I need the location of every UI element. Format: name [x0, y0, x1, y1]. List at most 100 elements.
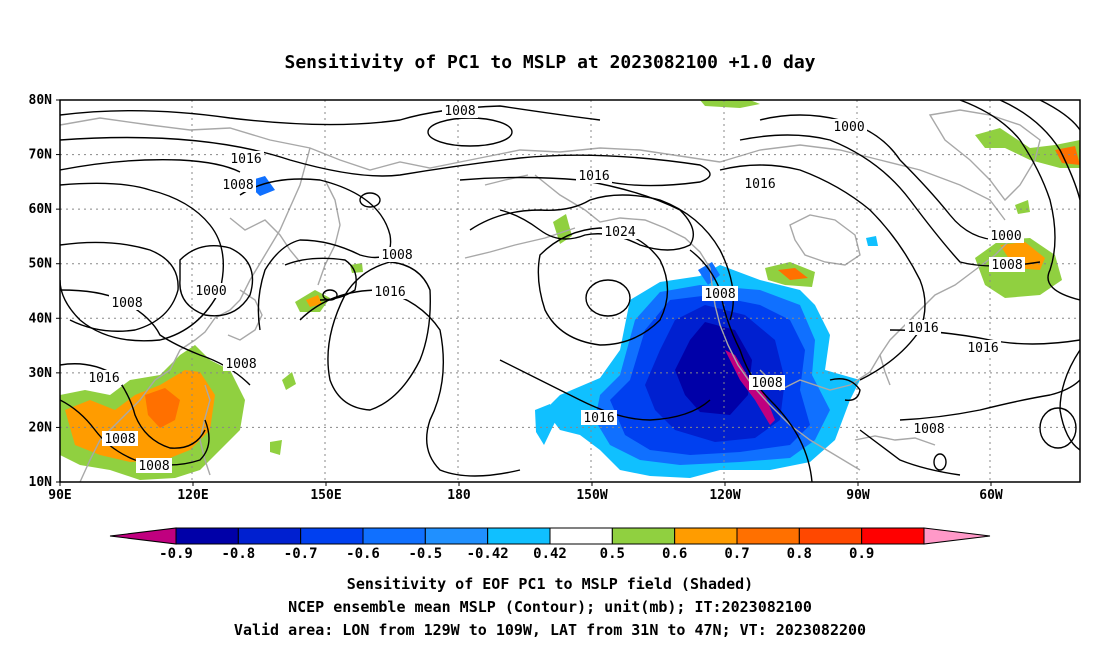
colorbar-label: 0.42 — [533, 546, 567, 562]
isobar-1000-canada — [759, 114, 1001, 241]
isobar-1024-inner — [585, 279, 631, 317]
caption-block: Sensitivity of EOF PC1 to MSLP field (Sh… — [234, 575, 866, 639]
isobar-1008-okhotsk — [239, 178, 392, 331]
positive-blob-1 — [350, 263, 363, 273]
colorbar-label: -0.9 — [159, 546, 193, 562]
contour-label: 1000 — [990, 229, 1021, 244]
contour-label: 1016 — [583, 411, 614, 426]
contour-label-bg — [223, 356, 259, 371]
contour-label: 1008 — [991, 258, 1022, 273]
caption-line-1: Sensitivity of EOF PC1 to MSLP field (Sh… — [347, 575, 753, 593]
isobar-arctic-upper — [60, 105, 601, 126]
colorbar: -0.9 -0.8 -0.7 -0.6 -0.5 -0.42 0.42 0.5 0.6 0.7 0.… — [109, 527, 991, 562]
coastline-taiwan-philippines — [199, 384, 211, 476]
map-panel: 1008 1000 1016 1008 1016 1016 1024 1008 1000 1008… — [59, 99, 1081, 483]
lon-tick-label: 90W — [846, 488, 870, 503]
lon-tick-label: 120W — [709, 488, 740, 503]
contour-label-bg — [109, 295, 145, 310]
contour-label-bg — [136, 458, 172, 473]
contour-label: 1008 — [913, 422, 944, 437]
coastline-hudson-bay — [789, 214, 861, 266]
lat-tick-label: 50N — [29, 257, 53, 272]
coastline-aleutians — [464, 227, 576, 259]
colorbar-swatch — [237, 527, 302, 545]
contour-label: 1016 — [967, 341, 998, 356]
contour-label: 1024 — [604, 225, 635, 240]
longitude-axis: 90E 120E 150E 180 150W 120W 90W 60W — [48, 482, 1003, 503]
coastline-florida — [879, 354, 891, 386]
positive-blob-3 — [1015, 200, 1030, 214]
colorbar-swatch — [362, 527, 426, 545]
contour-label-bg — [86, 370, 122, 385]
contour-label: 1008 — [751, 376, 782, 391]
coastline-okhotsk — [229, 217, 301, 263]
contour-label-bg — [742, 176, 778, 191]
contour-label: 1016 — [578, 169, 609, 184]
positive-blob-arctic — [700, 100, 760, 108]
colorbar-swatch — [798, 527, 863, 545]
contour-label-bg — [602, 224, 638, 239]
contour-label-bg — [988, 228, 1024, 243]
isobar-1000-siberia — [179, 245, 254, 317]
coastline-siberia — [60, 117, 721, 171]
contour-labels: 1008 1000 1016 1008 1016 1016 1024 1008 1000 1008… — [86, 103, 1025, 474]
isobar-greenland-3 — [1039, 100, 1080, 131]
contour-label: 1016 — [907, 321, 938, 336]
colorbar-swatch — [736, 527, 800, 545]
lat-tick-label: 40N — [29, 311, 53, 326]
contour-label-bg — [372, 284, 408, 299]
contour-label: 1008 — [138, 459, 169, 474]
lat-tick-label: 70N — [29, 148, 53, 163]
coastline-east-asia — [79, 147, 311, 482]
negative-blob-gulf — [826, 376, 848, 398]
lat-tick-label: 60N — [29, 202, 53, 217]
lat-tick-label: 80N — [29, 93, 53, 108]
lat-tick-label: 20N — [29, 420, 53, 435]
negative-blob-west — [535, 404, 556, 445]
isobar-1024 — [537, 227, 669, 346]
contour-label: 1016 — [230, 152, 261, 167]
lon-tick-label: 150W — [576, 488, 607, 503]
lon-tick-label: 180 — [447, 488, 471, 503]
colorbar-swatch — [300, 527, 364, 545]
contour-label: 1008 — [444, 104, 475, 119]
contour-label: 1016 — [744, 177, 775, 192]
coastline-alaska — [534, 174, 711, 269]
contour-label-bg — [905, 320, 941, 335]
colorbar-label: -0.7 — [284, 546, 318, 562]
negative-region-max — [675, 322, 752, 415]
contour-label: 1016 — [88, 371, 119, 386]
colorbar-label: -0.8 — [221, 546, 255, 562]
isobar-1016-pacific-b — [299, 289, 521, 477]
coastline-north-america-west — [709, 267, 861, 471]
contour-label-bg — [442, 103, 478, 118]
contour-label-bg — [379, 247, 415, 262]
contour-label-bg — [749, 375, 785, 390]
contour-label-bg — [102, 431, 138, 446]
contour-label-bg — [911, 421, 947, 436]
lat-tick-label: 30N — [29, 366, 53, 381]
contour-label: 1008 — [222, 178, 253, 193]
contour-label-bg — [193, 283, 229, 298]
colorbar-max-arrow — [923, 527, 991, 545]
mslp-contours — [60, 100, 1080, 482]
isobar-small-low-3 — [933, 453, 947, 471]
contour-label-bg — [831, 119, 867, 134]
contour-label-bg — [702, 286, 738, 301]
coastline-kamchatka — [317, 179, 341, 286]
isobar-1008-siberia — [60, 289, 251, 386]
isobar-central-america — [859, 429, 961, 476]
colorbar-swatch — [549, 527, 613, 545]
colorbar-swatch — [175, 527, 239, 545]
isobar-siberia-b — [60, 241, 179, 332]
isobar-1008-asia — [60, 399, 210, 466]
lon-tick-label: 60W — [979, 488, 1003, 503]
contour-label-bg — [228, 151, 264, 166]
positive-region-asia-dark — [145, 388, 180, 428]
lon-tick-label: 150E — [310, 488, 341, 503]
colorbar-label: 0.9 — [849, 546, 874, 562]
colorbar-swatch — [861, 527, 925, 545]
contour-label: 1016 — [374, 285, 405, 300]
lon-tick-label: 120E — [177, 488, 208, 503]
